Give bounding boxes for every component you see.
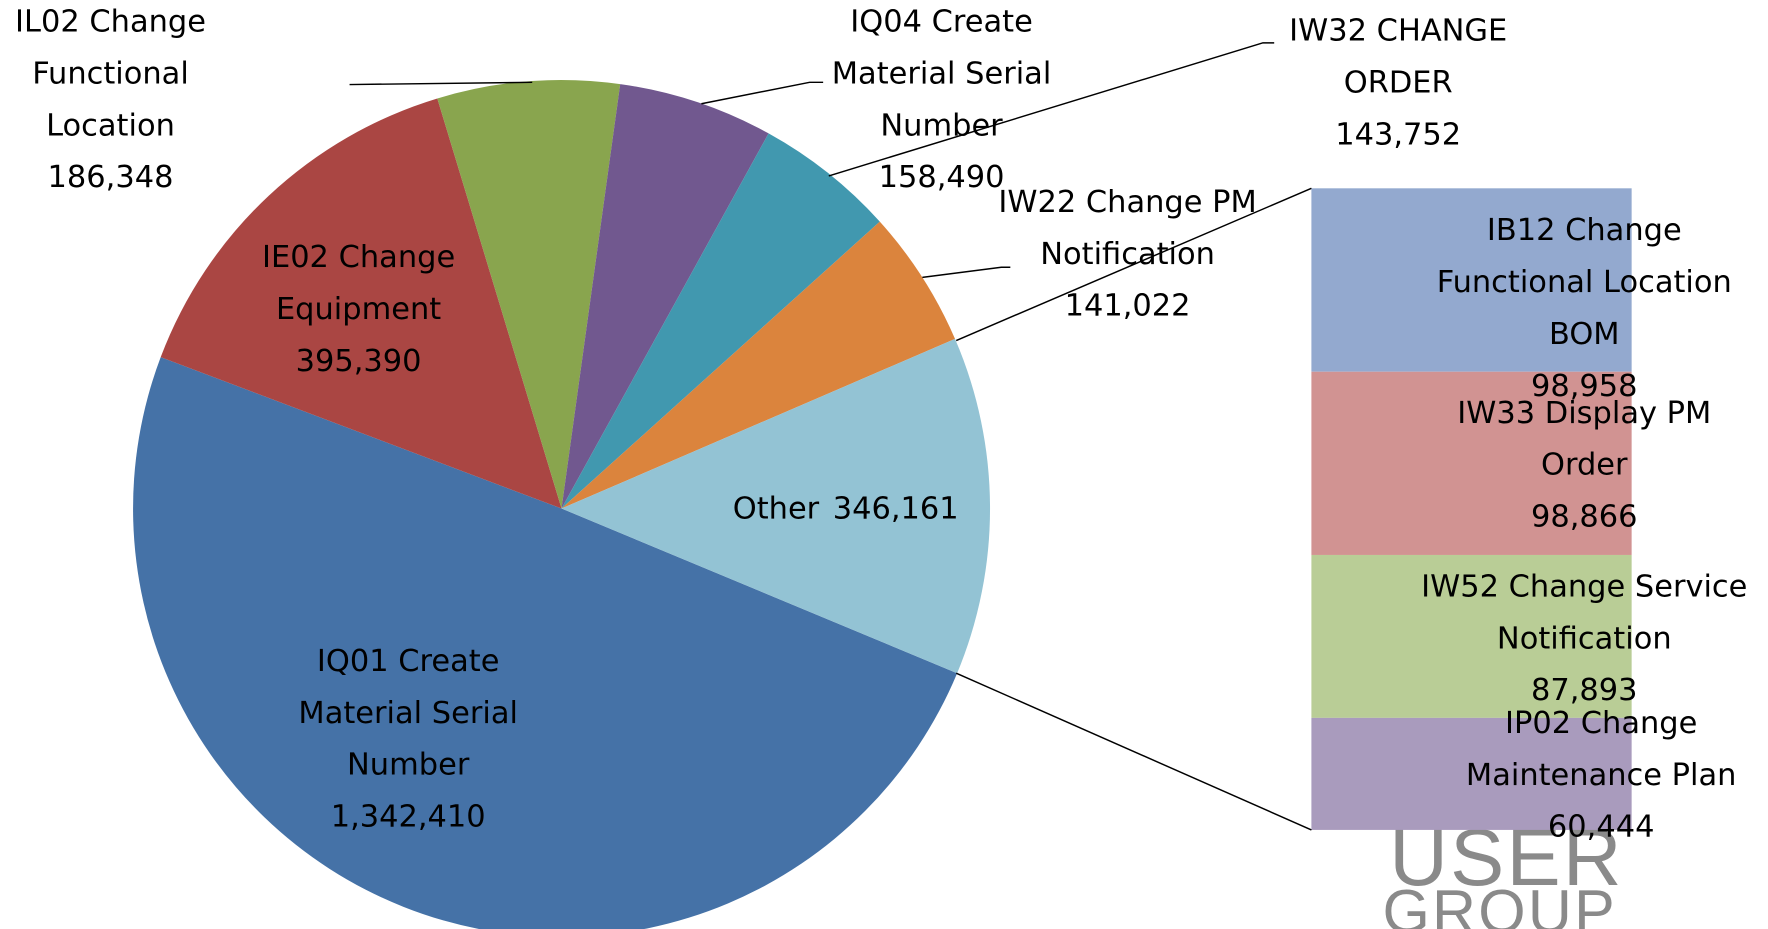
slice-value: 1,342,410 — [330, 799, 486, 835]
bar-name: IW33 Display PM Order — [1457, 395, 1712, 483]
connector-line — [955, 672, 1312, 831]
leader-line — [922, 266, 1011, 279]
connector-line — [955, 187, 1312, 342]
slice-value: 186,348 — [47, 160, 174, 196]
slice-label: IQ04 Create Material Serial Number 158,49… — [806, 0, 1077, 204]
slice-value: 158,490 — [878, 160, 1005, 196]
pie-slice — [437, 80, 621, 509]
bar-value: 87,893 — [1530, 673, 1638, 709]
slice-name: IL02 Change Functional Location — [15, 4, 206, 144]
bar-value: 60,444 — [1547, 809, 1655, 845]
leader-line — [701, 81, 824, 105]
breakdown-bar — [1311, 188, 1632, 830]
bar-name: IB12 Change Functional Location BOM — [1436, 213, 1732, 352]
bar-segment — [1311, 717, 1632, 830]
pie-slice — [160, 98, 562, 509]
slice-name: IW22 Change PM Notification — [998, 184, 1257, 272]
bar-label: IW52 Change Service Notification 87,893 — [1410, 562, 1760, 718]
slice-name: IE02 Change Equipment — [261, 240, 456, 328]
bar-segment — [1311, 371, 1632, 555]
slice-name: Other — [732, 491, 820, 527]
slice-value: 141,022 — [1064, 288, 1191, 324]
bar-name: IP02 Change Maintenance Plan — [1465, 705, 1737, 793]
bar-segment — [1311, 188, 1632, 372]
leader-line — [349, 81, 533, 86]
bar-value: 98,866 — [1530, 499, 1638, 535]
bar-segment — [1311, 554, 1632, 718]
slice-label: Other 346,161 — [710, 484, 981, 536]
bar-label: IW33 Display PM Order 98,866 — [1415, 388, 1753, 544]
leader-line — [828, 42, 1275, 177]
pie-slice — [561, 338, 991, 674]
bar-name: IW52 Change Service Notification — [1421, 569, 1748, 657]
slice-name: IQ04 Create Material Serial Number — [831, 4, 1052, 144]
bar-label: IB12 Change Functional Location BOM 98,95… — [1410, 205, 1760, 412]
pie-slice — [561, 133, 880, 509]
slice-value: 395,390 — [295, 343, 422, 379]
bar-label: IP02 Change Maintenance Plan 60,444 — [1432, 698, 1768, 854]
bar-value: 98,958 — [1530, 368, 1638, 404]
slice-label: IW22 Change PM Notification 141,022 — [998, 177, 1257, 333]
pie-slice — [561, 84, 769, 509]
pie — [133, 80, 991, 929]
slice-value: 143,752 — [1335, 117, 1462, 153]
slice-name: IQ01 Create Material Serial Number — [298, 643, 518, 783]
leader-lines — [349, 42, 1312, 831]
slice-label: IQ01 Create Material Serial Number 1,342,… — [284, 636, 532, 843]
slice-name: IW32 CHANGE ORDER — [1289, 13, 1508, 101]
pie-slice — [561, 221, 956, 509]
slice-label: IE02 Change Equipment 395,390 — [235, 232, 483, 388]
pie-slice — [133, 357, 958, 929]
slice-value: 346,161 — [832, 491, 959, 527]
slice-label: IW32 CHANGE ORDER 143,752 — [1263, 6, 1534, 162]
slice-label: IL02 Change Functional Location 186,348 — [0, 0, 235, 204]
logo-text: GROUP — [1382, 878, 1618, 929]
